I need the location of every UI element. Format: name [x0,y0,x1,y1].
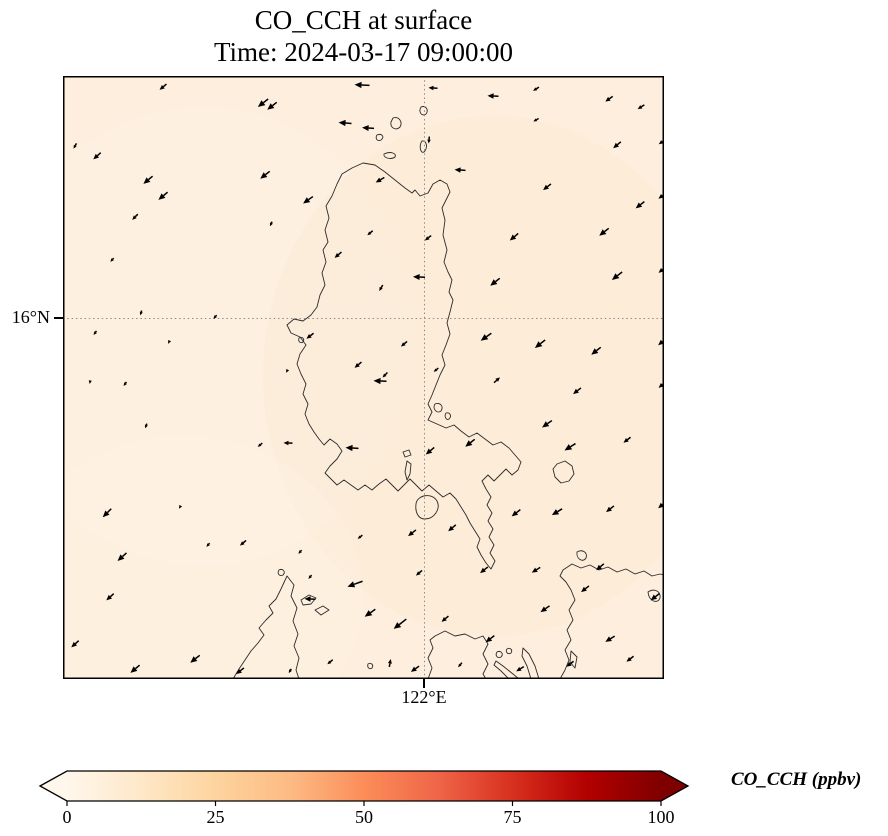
coastline-samar [559,563,664,679]
coastline-islet-d [569,650,578,669]
concentration-field [63,106,664,679]
coastline-marinduque [415,495,439,520]
colorbar-extend-min-arrow [40,771,67,801]
coastline-verde-islet [402,449,412,458]
lon-tick-mark [423,679,425,688]
plot-title: CO_CCH at surface [254,5,473,35]
colorbar-tick-label: 75 [504,807,522,827]
coastline-islet-b [505,647,513,655]
colorbar-tick-label: 100 [648,807,675,827]
coastline-lingayen-islet [298,336,305,344]
colorbar-gradient-bar [67,771,661,801]
coastline-babuyan-3 [375,134,384,141]
gridlines [63,76,664,679]
coastline-babuyan-4 [383,152,396,159]
coastline-babuyan-1 [390,117,402,130]
coastline-catanduanes [552,460,575,484]
colorbar: 0 25 50 75 100 [38,770,690,827]
coastline-mindoro-islet [277,569,285,576]
coastline-samar-islet [576,550,587,561]
colorbar-label: CO_CCH (ppbv) [731,769,862,790]
map-plot [63,76,664,679]
lon-tick-label: 122°E [401,687,447,707]
wind-quiver-arrows [71,81,664,675]
coastline-masbate [427,630,489,679]
lat-tick-mark [54,317,63,319]
coastline-burias [493,660,520,679]
map-frame [63,76,664,679]
coastline-luzon [286,162,522,570]
colorbar-tick-label: 0 [63,807,72,827]
colorbar-extend-max-arrow [661,771,688,801]
colorbar-tick-label: 50 [355,807,373,827]
coastline-ticao [521,647,540,679]
coastlines [232,106,664,679]
coastline-babuyan-5 [419,140,427,153]
lat-tick-label: 16°N [11,307,50,327]
coastline-lubang-2 [314,605,330,616]
coastline-polillo-1 [433,403,443,413]
coastline-polillo-2 [444,412,451,420]
plot-subtitle-time: Time: 2024-03-17 09:00:00 [213,37,514,67]
colorbar-ticks: 0 25 50 75 100 [63,801,675,827]
coastline-islet-c [647,589,661,602]
coastline-islet-a [495,651,503,658]
colorbar-tick-label: 25 [207,807,225,827]
coastline-sliver-islet [404,460,412,481]
coastline-islet-e [367,662,374,670]
coastline-lubang-1 [300,594,317,606]
